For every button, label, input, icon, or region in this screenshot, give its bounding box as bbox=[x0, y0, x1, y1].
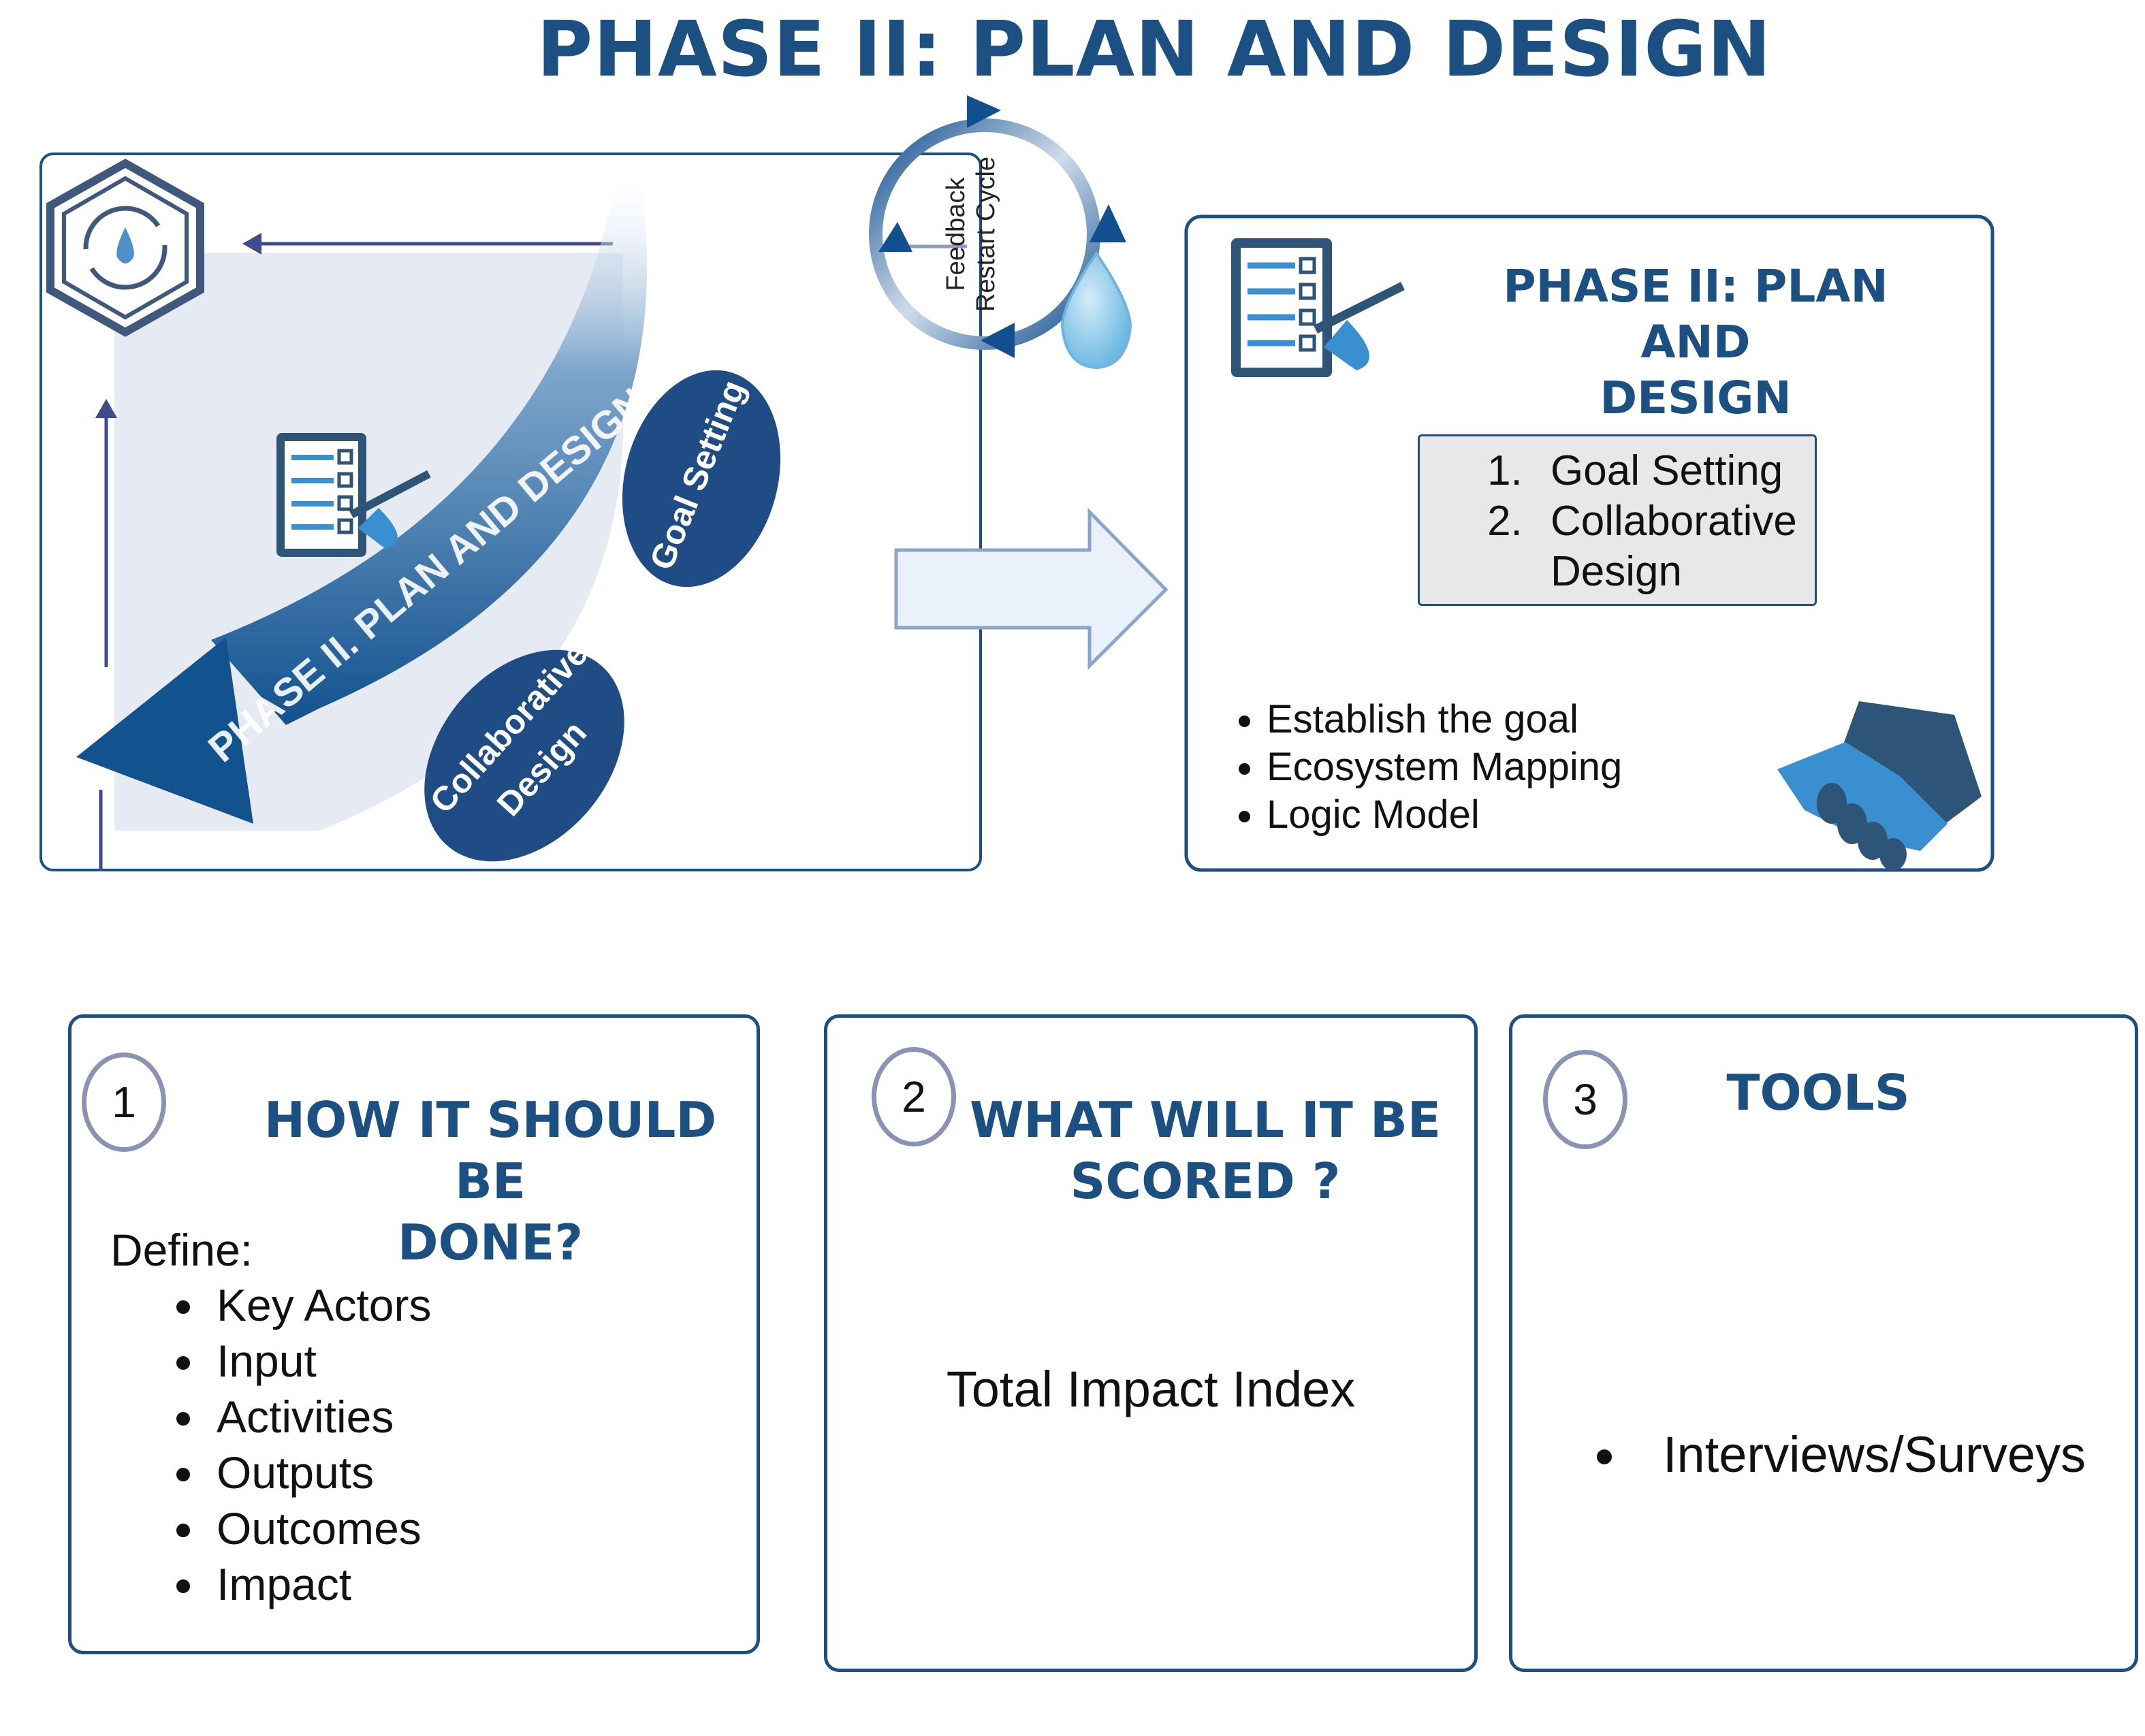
summary-step-item: Goal Setting bbox=[1534, 446, 1815, 496]
how-card-heading: HOW IT SHOULD BE DONE? bbox=[232, 1089, 749, 1273]
how-heading-line1: HOW IT SHOULD BE bbox=[264, 1091, 717, 1210]
tools-number-badge: 3 bbox=[1543, 1050, 1627, 1149]
score-heading-line1: WHAT WILL IT BE bbox=[969, 1091, 1442, 1148]
how-heading-line2: DONE? bbox=[397, 1214, 584, 1271]
how-number-badge: 1 bbox=[82, 1052, 166, 1152]
summary-bullet-item: Logic Model bbox=[1267, 791, 1622, 839]
water-drop-icon bbox=[1060, 251, 1132, 370]
feedback-label-line1: Feedback bbox=[942, 177, 970, 291]
summary-title-line2: DESIGN bbox=[1600, 372, 1792, 424]
step-collaborative-ellipse bbox=[424, 649, 624, 862]
summary-steps-box: Goal Setting Collaborative Design bbox=[1418, 434, 1817, 606]
right-arrow-icon bbox=[894, 507, 1169, 671]
tools-list-item: Interviews/Surveys bbox=[1632, 1424, 2086, 1485]
feedback-label-line2: Restart Cycle bbox=[972, 157, 1000, 312]
checklist-icon bbox=[276, 433, 431, 557]
left-up-arrowhead bbox=[95, 399, 117, 418]
how-items-list: Key Actors Input Activities Outputs Outc… bbox=[109, 1277, 431, 1612]
summary-step-item: Collaborative Design bbox=[1534, 496, 1815, 597]
score-card-heading: WHAT WILL IT BE SCORED ? bbox=[960, 1089, 1450, 1212]
score-number-badge: 2 bbox=[872, 1047, 956, 1146]
define-label: Define: bbox=[110, 1225, 253, 1275]
score-heading-line2: SCORED ? bbox=[1070, 1153, 1341, 1210]
how-list-item: Outputs bbox=[208, 1445, 431, 1500]
how-card bbox=[68, 1014, 760, 1654]
how-list-item: Activities bbox=[208, 1389, 431, 1445]
page-title: PHASE II: PLAN AND DESIGN bbox=[537, 5, 1772, 94]
tools-items-list: Interviews/Surveys bbox=[1512, 1424, 2086, 1485]
summary-title: PHASE II: PLAN AND DESIGN bbox=[1444, 259, 1948, 426]
top-return-arrowhead bbox=[242, 233, 261, 255]
step-goal-setting-ellipse bbox=[622, 370, 781, 588]
summary-bullet-list: Establish the goal Ecosystem Mapping Log… bbox=[1219, 696, 1622, 839]
summary-bullet-item: Establish the goal bbox=[1267, 696, 1622, 743]
feedback-cycle-icon bbox=[869, 95, 1126, 358]
phase-arc-arrowhead bbox=[76, 637, 253, 824]
tools-card-heading: TOOLS bbox=[1726, 1064, 1910, 1121]
how-list-item: Outcomes bbox=[208, 1500, 431, 1556]
summary-checklist-icon bbox=[1231, 238, 1405, 377]
phase-arc-body bbox=[211, 177, 648, 725]
summary-title-line1: PHASE II: PLAN AND bbox=[1503, 260, 1888, 368]
how-list-item: Input bbox=[208, 1333, 431, 1389]
hexagon-logo-icon bbox=[46, 159, 204, 337]
score-metric-text: Total Impact Index bbox=[946, 1361, 1356, 1417]
handshake-icon bbox=[1777, 701, 1982, 871]
how-list-item: Key Actors bbox=[208, 1277, 431, 1333]
summary-bullet-item: Ecosystem Mapping bbox=[1267, 743, 1622, 791]
how-list-item: Impact bbox=[208, 1556, 431, 1612]
